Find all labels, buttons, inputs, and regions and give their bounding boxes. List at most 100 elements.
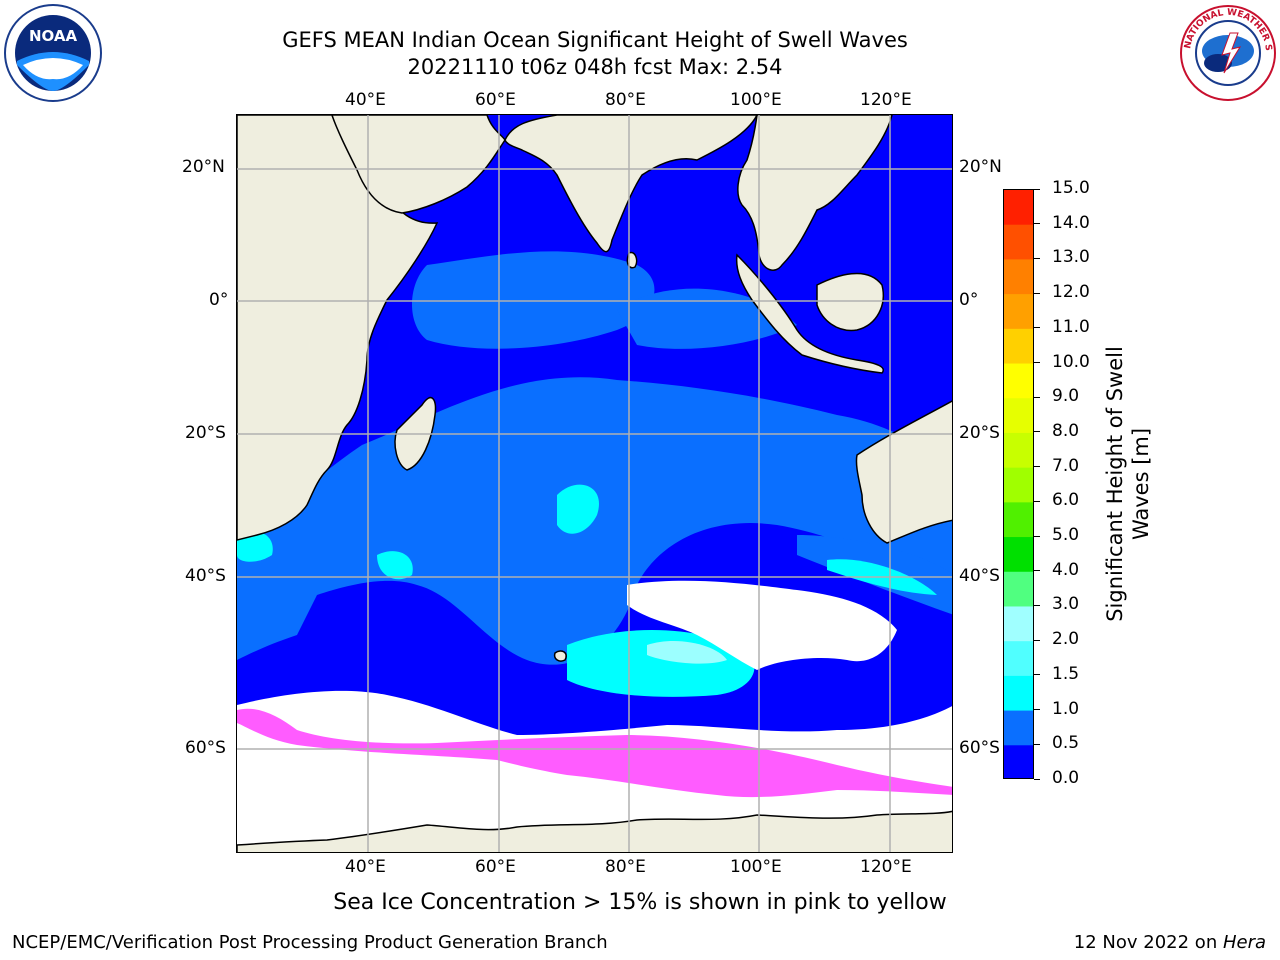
colorbar-segment (1004, 294, 1033, 330)
sea-ice-region (237, 708, 952, 798)
lat-tick-left: 20°N (182, 157, 225, 177)
lon-tick-top: 120°E (860, 90, 912, 110)
colorbar-tick-mark (1034, 257, 1040, 259)
colorbar-tick-mark (1034, 466, 1040, 468)
colorbar-tick-mark (1034, 639, 1040, 641)
colorbar-segment (1004, 537, 1033, 573)
lat-tick-left: 40°S (185, 566, 226, 586)
lat-tick-right: 40°S (959, 566, 1000, 586)
colorbar-tick-label: 11.0 (1052, 316, 1090, 337)
colorbar-tick-mark (1034, 362, 1040, 364)
lon-tick-bottom: 120°E (860, 857, 912, 877)
swell-zone-mid (617, 288, 797, 349)
lon-tick-bottom: 80°E (605, 857, 646, 877)
colorbar-label-line-1: Significant Height of Swell (1103, 346, 1127, 622)
colorbar-tick-label: 14.0 (1052, 212, 1090, 233)
colorbar-tick-label: 9.0 (1052, 386, 1080, 407)
lon-tick-bottom: 60°E (475, 857, 516, 877)
land-indonesia (735, 253, 884, 374)
lat-tick-left: 0° (209, 290, 229, 310)
colorbar-segment (1004, 502, 1033, 538)
lat-tick-left: 60°S (185, 738, 226, 758)
colorbar-tick-label: 7.0 (1052, 455, 1080, 476)
land-antarctica (237, 810, 952, 852)
colorbar-segment (1004, 606, 1033, 642)
lat-tick-right: 60°S (959, 738, 1000, 758)
swell-height-map[interactable] (236, 114, 953, 853)
colorbar-tick-mark (1034, 396, 1040, 398)
colorbar-tick-mark (1034, 709, 1040, 711)
colorbar-tick-label: 4.0 (1052, 559, 1080, 580)
colorbar-tick-label: 10.0 (1052, 351, 1090, 372)
colorbar-segment (1004, 328, 1033, 365)
swell-zone-peak (647, 640, 727, 664)
colorbar-tick-mark (1034, 431, 1040, 433)
land-india (504, 115, 758, 253)
colorbar-segment (1004, 432, 1033, 469)
swell-zone-mid (412, 251, 655, 349)
colorbar-segment (1004, 467, 1033, 503)
colorbar-tick-label: 3.0 (1052, 594, 1080, 615)
swell-zone-high (377, 551, 413, 580)
lon-tick-top: 40°E (345, 90, 386, 110)
footer-host: Hera (1222, 932, 1266, 953)
colorbar (1003, 189, 1034, 779)
colorbar-segment (1004, 190, 1033, 226)
land-australia (855, 400, 952, 544)
colorbar-segment (1004, 675, 1033, 712)
map-gridlines (237, 115, 952, 852)
land-southeast-asia (737, 115, 893, 271)
lon-tick-bottom: 40°E (345, 857, 386, 877)
swell-zone-high (567, 630, 755, 697)
land-borneo (816, 272, 884, 332)
colorbar-tick-mark (1034, 223, 1040, 225)
noaa-logo: NOAA (3, 3, 103, 103)
swell-zone-high (557, 484, 599, 534)
lon-tick-top: 100°E (730, 90, 782, 110)
colorbar-tick-label: 5.0 (1052, 525, 1080, 546)
swell-zone-high (237, 531, 273, 562)
lat-tick-right: 20°N (959, 157, 1002, 177)
colorbar-tick-label: 8.0 (1052, 420, 1080, 441)
footer-credit: NCEP/EMC/Verification Post Processing Pr… (12, 932, 608, 953)
colorbar-segment (1004, 259, 1033, 295)
colorbar-tick-mark (1034, 535, 1040, 537)
colorbar-tick-mark (1034, 674, 1040, 676)
colorbar-tick-label: 13.0 (1052, 247, 1090, 268)
sea-ice-caption: Sea Ice Concentration > 15% is shown in … (333, 890, 947, 915)
colorbar-tick-mark (1034, 188, 1040, 190)
colorbar-segment (1004, 571, 1033, 607)
colorbar-tick-mark (1034, 500, 1040, 502)
colorbar-segment (1004, 398, 1033, 434)
lat-tick-right: 0° (959, 290, 979, 310)
title-line-2: 20221110 t06z 048h fcst Max: 2.54 (407, 55, 783, 79)
lon-tick-top: 80°E (605, 90, 646, 110)
colorbar-tick-mark (1034, 292, 1040, 294)
colorbar-tick-mark (1034, 778, 1040, 780)
colorbar-tick-mark (1034, 327, 1040, 329)
colorbar-segment (1004, 710, 1033, 746)
colorbar-tick-label: 12.0 (1052, 282, 1090, 303)
lon-tick-top: 60°E (475, 90, 516, 110)
colorbar-label-line-2: Waves [m] (1129, 427, 1153, 541)
noaa-logo-text: NOAA (29, 27, 78, 45)
title-line-1: GEFS MEAN Indian Ocean Significant Heigh… (282, 28, 908, 52)
colorbar-tick-label: 6.0 (1052, 490, 1080, 511)
footer-date-text: 12 Nov 2022 on (1073, 932, 1223, 953)
colorbar-tick-mark (1034, 604, 1040, 606)
colorbar-tick-mark (1034, 743, 1040, 745)
lat-tick-right: 20°S (959, 423, 1000, 443)
colorbar-tick-label: 1.0 (1052, 698, 1080, 719)
colorbar-tick-label: 2.0 (1052, 629, 1080, 650)
colorbar-tick-mark (1034, 570, 1040, 572)
colorbar-segment (1004, 745, 1033, 778)
no-swell-region (627, 580, 897, 670)
colorbar-segment (1004, 363, 1033, 399)
colorbar-segment (1004, 641, 1033, 677)
colorbar-segment (1004, 224, 1033, 260)
land-kerguelen (553, 650, 567, 662)
lat-tick-left: 20°S (185, 423, 226, 443)
colorbar-tick-label: 15.0 (1052, 178, 1090, 198)
nws-logo: NATIONAL WEATHER SERVICE (1175, 0, 1278, 103)
colorbar-tick-label: 0.5 (1052, 733, 1080, 754)
